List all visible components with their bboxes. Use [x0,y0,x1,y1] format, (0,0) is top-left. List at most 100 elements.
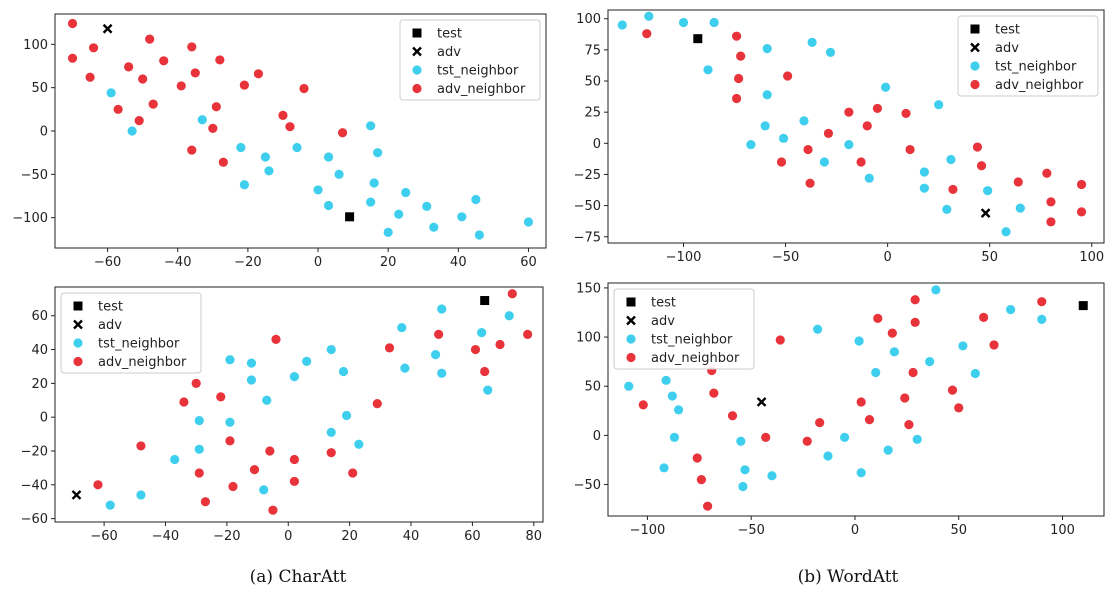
adv-neighbor-point [299,83,309,94]
tst-neighbor-point [661,375,671,385]
adv-neighbor-point [815,418,825,428]
legend-box [957,15,1099,97]
adv-neighbor-point [904,419,914,430]
adv-neighbor-point [638,400,648,410]
x-tick-label: 60 [464,529,481,544]
tst-neighbor-point [919,183,929,193]
adv-point [71,490,82,500]
legend-label: adv [995,41,1019,56]
adv-neighbor-point [470,344,481,355]
legend-label: adv_neighbor [437,82,526,97]
legend-adv-marker [73,319,83,330]
x-tick-label: −50 [772,250,799,265]
tst-neighbor-point [170,454,180,465]
adv-neighbor-point [979,312,989,323]
x-tick-label: −20 [234,255,261,270]
adv-neighbor-point [337,128,348,138]
legend-box [60,292,202,374]
adv-neighbor-point [864,415,875,425]
adv-neighbor-point [434,329,444,339]
adv-neighbor-point [113,104,123,114]
tst-neighbor-point [457,212,467,222]
adv-neighbor-point [910,317,920,327]
tst-neighbor-point [912,434,922,444]
adv-neighbor-point [225,436,235,446]
legend-label: test [651,296,676,311]
tst-neighbor-point [889,347,899,357]
y-tick-label: 75 [584,43,601,58]
tst-neighbor-point [323,152,334,162]
adv-point [980,208,991,218]
tst-neighbor-point [105,500,115,510]
adv-point [102,23,113,34]
y-tick-label: −50 [574,478,601,493]
legend-label: adv_neighbor [98,355,187,370]
tst-neighbor-point [871,367,881,378]
adv-neighbor-point [844,107,854,117]
caption-right: (b) WordAtt [798,567,899,587]
tst-neighbor-point [844,139,854,150]
tst-neighbor-point [740,465,750,475]
adv-neighbor-point [887,328,897,338]
legend-label: tst_neighbor [98,337,180,352]
legend: test adv tst_neighbor adv_neighbor [60,292,202,374]
tst-neighbor-point [856,468,866,478]
tst-neighbor-point [799,116,809,126]
test-point [1078,301,1088,311]
x-tick-label: 80 [526,529,543,544]
adv-neighbor-point [783,71,793,81]
tst-neighbor-point [483,385,493,395]
legend-adv-marker [970,42,980,53]
legend-adv-marker [626,315,636,326]
tst-neighbor-point [366,121,376,131]
adv-neighbor-point [145,34,155,44]
tst-neighbor-point [931,285,941,295]
adv-neighbor-point [1037,297,1047,307]
tst-neighbor-point [471,194,481,205]
tst-neighbor-point [854,336,864,346]
x-tick-label: −100 [630,523,666,538]
legend-label: adv [437,45,461,60]
x-tick-label: 0 [284,529,292,544]
y-tick-label: 0 [40,411,48,426]
adv-neighbor-point [200,497,210,507]
adv-neighbor-point [348,468,358,478]
tst-neighbor-point [394,209,404,219]
tst-neighbor-point [369,178,379,188]
adv-neighbor-point [271,334,281,345]
tst-neighbor-point [736,436,746,446]
adv-neighbor-point [872,103,883,114]
adv-neighbor-point [803,144,813,155]
legend-label: test [995,23,1020,38]
tst-neighbor-point [1015,203,1025,213]
x-tick-label: 100 [1079,250,1104,265]
adv-neighbor-point [1046,217,1056,227]
tst-neighbor-point [334,169,344,179]
adv-neighbor-point [908,367,918,378]
adv-neighbor-point [176,81,186,91]
tst-neighbor-point [760,121,770,131]
adv-neighbor-point [731,93,742,104]
legend-test-marker [626,297,636,307]
y-tick-label: −40 [21,478,48,493]
legend-label: adv_neighbor [651,351,740,366]
tst-neighbor-point [430,350,441,360]
y-tick-label: −60 [21,512,48,527]
x-tick-label: 0 [314,255,322,270]
adv-neighbor-point [187,42,197,52]
adv-neighbor-point [703,501,713,511]
legend-label: tst_neighbor [995,60,1077,75]
adv-neighbor-point [134,116,144,126]
legend-label: test [98,300,123,315]
tst-neighbor-point [624,381,634,391]
adv-neighbor-point [194,468,204,478]
legend-adv-neighbor-marker [412,83,422,94]
tst-neighbor-point [864,173,874,183]
adv-neighbor-point [211,102,221,112]
x-tick-label: 50 [981,250,998,265]
adv-neighbor-point [523,329,533,339]
adv-neighbor-point [507,289,517,299]
tst-neighbor-point [919,167,929,177]
x-tick-label: 0 [883,250,891,265]
